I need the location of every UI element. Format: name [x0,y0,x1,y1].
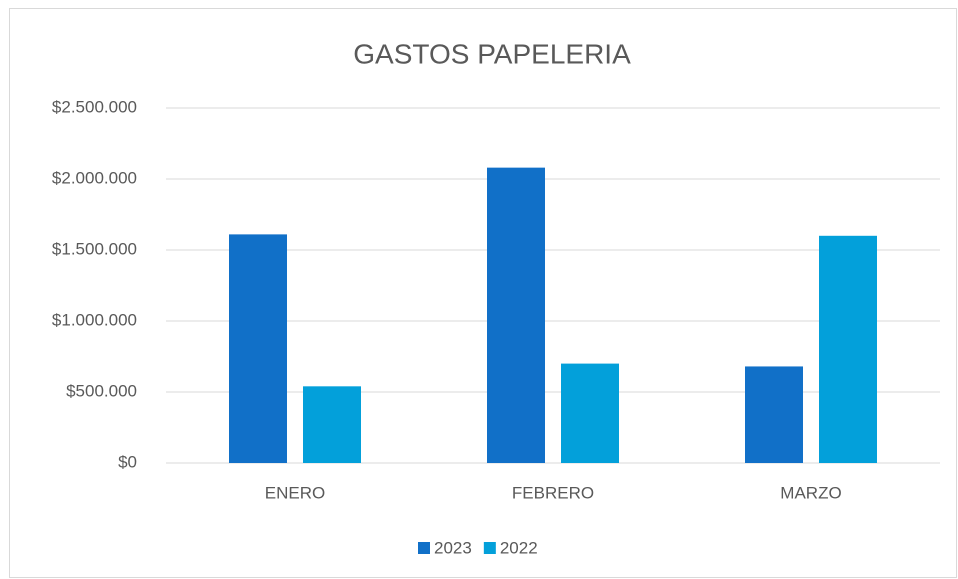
bar [745,366,803,463]
bar [819,235,877,463]
y-tick-label: $1.000.000 [52,310,137,329]
bar [487,167,545,463]
legend-label: 2022 [500,538,538,557]
y-tick-label: $1.500.000 [52,239,137,258]
chart-border [9,8,957,578]
legend-swatch [483,542,496,554]
y-tick-label: $500.000 [66,381,137,400]
x-tick-label: FEBRERO [512,483,594,502]
bar [561,363,619,463]
y-tick-label: $0 [118,452,137,471]
y-tick-label: $2.500.000 [52,97,137,116]
bar [229,234,287,463]
x-tick-label: MARZO [780,483,841,502]
y-tick-label: $2.000.000 [52,168,137,187]
legend-label: 2023 [434,538,472,557]
legend-swatch [418,542,430,554]
bar [303,386,361,463]
x-tick-label: ENERO [265,483,325,502]
chart-title: GASTOS PAPELERIA [353,38,631,69]
